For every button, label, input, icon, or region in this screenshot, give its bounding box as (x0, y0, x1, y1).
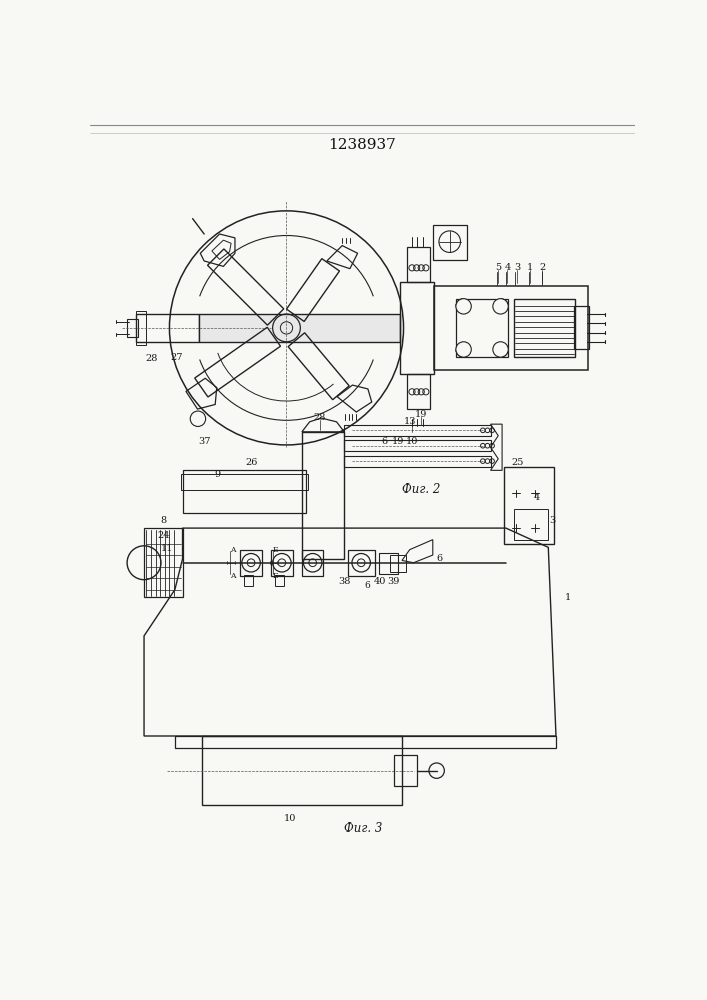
Bar (433, 225, 467, 260)
Bar (302, 432, 344, 559)
Text: 6: 6 (365, 581, 370, 590)
Text: 40: 40 (373, 578, 386, 586)
Bar (136, 311, 146, 345)
Bar (407, 374, 431, 409)
Bar (344, 425, 491, 436)
Text: 27: 27 (170, 353, 182, 362)
Bar (271, 550, 293, 576)
Bar (136, 314, 199, 342)
Bar (127, 319, 138, 337)
Bar (199, 314, 399, 342)
Circle shape (493, 299, 508, 314)
Text: Б: Б (272, 546, 278, 554)
Text: Б: Б (272, 572, 278, 580)
Text: 11: 11 (161, 544, 173, 553)
Text: A: A (230, 546, 235, 554)
Text: 9: 9 (214, 470, 221, 479)
Bar (514, 509, 549, 540)
Text: 3: 3 (515, 263, 520, 272)
Text: 1: 1 (564, 593, 571, 602)
Text: A: A (230, 572, 235, 580)
Bar (573, 306, 589, 349)
Bar (302, 550, 324, 576)
Text: 5: 5 (495, 263, 501, 272)
Text: 1238937: 1238937 (328, 138, 396, 152)
Bar (344, 440, 491, 451)
Text: 4: 4 (504, 263, 510, 272)
Text: 2: 2 (539, 263, 545, 272)
Bar (344, 456, 491, 466)
Circle shape (456, 299, 472, 314)
Text: 3: 3 (549, 516, 555, 525)
Text: 19: 19 (392, 437, 404, 446)
Circle shape (456, 342, 472, 357)
Bar (514, 299, 575, 357)
Text: 39: 39 (387, 578, 399, 586)
Bar (407, 247, 431, 282)
Bar (182, 470, 305, 513)
Bar (201, 736, 402, 805)
Bar (144, 528, 182, 597)
Bar (181, 474, 308, 490)
Text: 24: 24 (157, 531, 170, 540)
Text: 13: 13 (404, 417, 416, 426)
Circle shape (493, 342, 508, 357)
Text: Фиг. 2: Фиг. 2 (402, 483, 440, 496)
Text: 10: 10 (284, 814, 296, 823)
Text: 10: 10 (406, 437, 418, 446)
Bar (390, 555, 406, 572)
Text: Фиг. 3: Фиг. 3 (344, 822, 382, 835)
Text: 19: 19 (415, 410, 428, 419)
Text: 6: 6 (436, 554, 442, 563)
Bar (275, 575, 284, 586)
Text: 8: 8 (160, 516, 166, 525)
Text: 28: 28 (146, 354, 158, 363)
Text: 25: 25 (511, 458, 524, 467)
Text: 1: 1 (527, 263, 533, 272)
Text: 38: 38 (338, 578, 351, 586)
Bar (240, 550, 262, 576)
Bar (395, 755, 417, 786)
Text: 37: 37 (198, 437, 211, 446)
Bar (504, 466, 554, 544)
Bar (399, 282, 434, 374)
Bar (348, 550, 375, 576)
Text: 4: 4 (534, 493, 540, 502)
Bar (379, 553, 398, 574)
Bar (456, 299, 508, 357)
Bar (175, 736, 556, 748)
Text: 26: 26 (245, 458, 258, 467)
Bar (434, 286, 588, 370)
Bar (244, 575, 253, 586)
Text: 6: 6 (381, 437, 387, 446)
Text: 28: 28 (313, 413, 326, 422)
